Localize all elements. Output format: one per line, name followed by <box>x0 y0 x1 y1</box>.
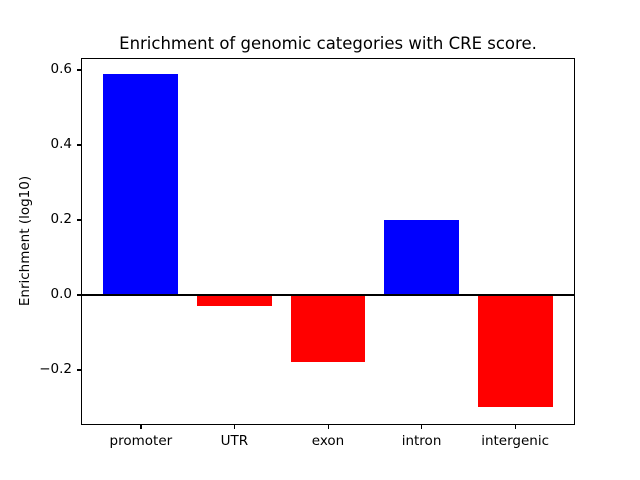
y-tick-label: 0.2 <box>50 210 72 227</box>
x-tick-label-intergenic: intergenic <box>481 433 550 449</box>
y-tick-mark <box>77 69 81 71</box>
y-tick-label: −0.2 <box>39 360 72 377</box>
y-tick-mark <box>77 144 81 146</box>
bar-UTR <box>197 294 272 307</box>
x-tick-mark <box>327 425 329 429</box>
x-tick-label-promoter: promoter <box>109 433 173 449</box>
y-tick-label: 0.6 <box>50 60 72 77</box>
y-tick-mark <box>77 294 81 296</box>
x-tick-mark <box>233 425 236 429</box>
zero-axis-line <box>81 293 575 297</box>
bar-intergenic <box>477 294 553 408</box>
y-tick-mark <box>77 219 81 221</box>
x-tick-label-exon: exon <box>311 433 345 449</box>
y-axis-label: Enrichment (log10) <box>17 175 33 307</box>
x-tick-mark <box>514 425 516 429</box>
chart-title: Enrichment of genomic categories with CR… <box>119 34 537 53</box>
x-tick-mark <box>140 425 142 429</box>
bar-exon <box>290 294 366 363</box>
x-tick-label-intron: intron <box>401 433 442 449</box>
bar-promoter <box>103 73 179 295</box>
y-tick-label: 0.4 <box>50 135 72 152</box>
y-tick-label: 0.0 <box>50 285 72 302</box>
x-tick-mark <box>421 425 423 429</box>
x-tick-label-UTR: UTR <box>220 433 249 449</box>
y-tick-mark <box>77 369 81 371</box>
bar-intron <box>384 219 459 295</box>
